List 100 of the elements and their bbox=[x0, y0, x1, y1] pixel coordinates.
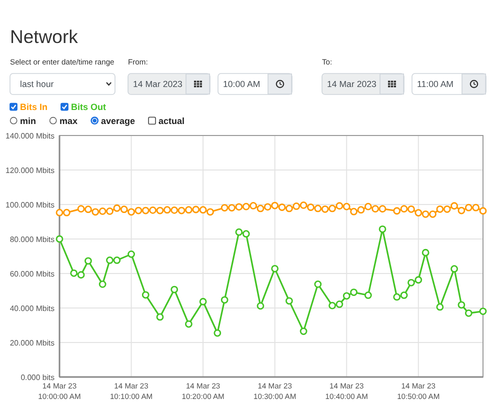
point bbox=[364, 292, 372, 299]
point bbox=[429, 210, 436, 218]
point bbox=[357, 206, 365, 214]
point bbox=[156, 313, 164, 321]
text: 14 Mar 2023 bbox=[327, 79, 376, 90]
point bbox=[235, 203, 243, 211]
point bbox=[84, 257, 92, 265]
point bbox=[292, 202, 300, 210]
point bbox=[278, 204, 286, 211]
point bbox=[378, 205, 386, 213]
point bbox=[400, 205, 408, 213]
point bbox=[256, 302, 264, 310]
point bbox=[128, 250, 135, 258]
point bbox=[84, 206, 92, 214]
point bbox=[134, 206, 142, 214]
point bbox=[342, 202, 350, 210]
point bbox=[113, 204, 121, 212]
point bbox=[185, 206, 192, 214]
point bbox=[314, 280, 322, 288]
point bbox=[422, 248, 430, 256]
point bbox=[199, 206, 207, 214]
point bbox=[170, 286, 178, 294]
point bbox=[220, 204, 228, 212]
text: last hour bbox=[20, 79, 54, 90]
point bbox=[56, 235, 64, 243]
point bbox=[464, 204, 472, 212]
point bbox=[364, 202, 372, 210]
point bbox=[106, 208, 114, 215]
point bbox=[250, 202, 258, 210]
point bbox=[458, 206, 466, 214]
point bbox=[408, 278, 415, 286]
point bbox=[142, 206, 150, 214]
text: Bits In bbox=[20, 102, 48, 112]
point bbox=[149, 206, 157, 214]
point bbox=[314, 204, 322, 212]
point bbox=[342, 292, 350, 300]
point bbox=[285, 297, 293, 305]
point bbox=[120, 206, 128, 214]
point bbox=[56, 208, 64, 216]
chart-title: Network bbox=[10, 26, 79, 47]
point bbox=[300, 201, 308, 209]
point bbox=[199, 298, 207, 306]
point bbox=[128, 208, 135, 216]
point bbox=[264, 203, 272, 211]
point bbox=[400, 292, 408, 299]
point bbox=[436, 205, 444, 213]
point bbox=[70, 269, 78, 277]
point bbox=[142, 291, 150, 299]
point bbox=[436, 303, 444, 311]
point bbox=[408, 205, 415, 213]
point bbox=[336, 300, 344, 308]
point bbox=[414, 276, 422, 284]
text: min bbox=[20, 116, 36, 126]
text: 11:00 AM bbox=[417, 79, 454, 90]
text: max bbox=[60, 116, 78, 126]
point bbox=[113, 256, 121, 264]
point bbox=[77, 271, 85, 279]
point bbox=[178, 206, 186, 214]
point bbox=[242, 202, 250, 210]
point bbox=[185, 320, 192, 328]
point bbox=[472, 204, 480, 212]
point bbox=[156, 206, 164, 214]
point bbox=[479, 308, 487, 315]
point bbox=[106, 256, 114, 264]
point bbox=[328, 302, 336, 310]
text: 14 Mar 2023 bbox=[133, 79, 182, 90]
point bbox=[256, 204, 264, 212]
point bbox=[393, 293, 401, 301]
point bbox=[422, 210, 430, 218]
point bbox=[228, 204, 236, 212]
point bbox=[235, 228, 243, 236]
point bbox=[350, 208, 358, 216]
point bbox=[62, 208, 70, 216]
point bbox=[98, 208, 106, 215]
point bbox=[300, 328, 308, 335]
point bbox=[92, 208, 100, 216]
point bbox=[271, 202, 279, 210]
point bbox=[98, 280, 106, 288]
point bbox=[350, 288, 358, 296]
point bbox=[458, 301, 466, 309]
point bbox=[214, 329, 222, 337]
point bbox=[163, 206, 171, 214]
point bbox=[271, 264, 279, 272]
point bbox=[443, 205, 451, 213]
point bbox=[170, 206, 178, 214]
point bbox=[414, 209, 422, 216]
point bbox=[220, 296, 228, 304]
point bbox=[393, 207, 401, 215]
point bbox=[336, 202, 344, 210]
point bbox=[378, 225, 386, 233]
point bbox=[77, 205, 85, 213]
point bbox=[285, 204, 293, 212]
text: 10:00 AM bbox=[223, 79, 260, 90]
text: average bbox=[101, 116, 136, 126]
point bbox=[206, 208, 214, 216]
point bbox=[464, 309, 472, 317]
point bbox=[307, 204, 314, 211]
point bbox=[479, 207, 487, 215]
point bbox=[372, 205, 380, 213]
point bbox=[450, 265, 458, 273]
